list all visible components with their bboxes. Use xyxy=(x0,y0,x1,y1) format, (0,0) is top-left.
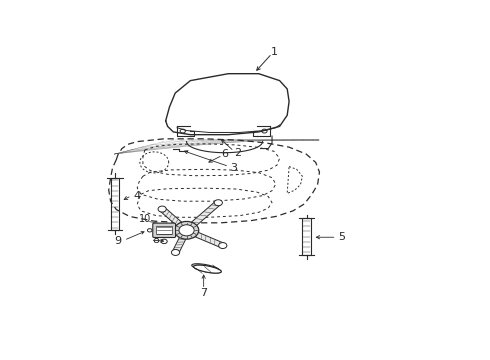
Circle shape xyxy=(174,221,199,239)
Text: 8: 8 xyxy=(152,235,160,245)
Ellipse shape xyxy=(194,265,221,273)
Text: 6: 6 xyxy=(221,149,228,159)
Bar xyxy=(302,218,311,255)
FancyBboxPatch shape xyxy=(153,223,175,238)
Circle shape xyxy=(161,239,167,244)
Polygon shape xyxy=(185,228,224,248)
Polygon shape xyxy=(184,201,221,232)
Polygon shape xyxy=(160,207,189,232)
Circle shape xyxy=(262,129,267,133)
Circle shape xyxy=(172,249,180,256)
Text: 2: 2 xyxy=(234,148,241,158)
Ellipse shape xyxy=(192,264,220,272)
Circle shape xyxy=(219,243,227,248)
Circle shape xyxy=(158,206,166,212)
Polygon shape xyxy=(172,229,190,253)
Circle shape xyxy=(147,229,152,232)
Text: 7: 7 xyxy=(200,288,207,298)
Text: 3: 3 xyxy=(230,163,237,173)
Text: 1: 1 xyxy=(271,46,278,57)
Text: 5: 5 xyxy=(339,232,345,242)
Bar xyxy=(111,177,119,230)
Bar xyxy=(156,226,172,234)
Text: 10: 10 xyxy=(139,214,151,224)
Circle shape xyxy=(214,200,222,206)
Circle shape xyxy=(179,225,194,236)
Circle shape xyxy=(180,129,185,133)
Text: 9: 9 xyxy=(115,237,122,246)
Ellipse shape xyxy=(194,265,221,273)
Text: 4: 4 xyxy=(133,191,141,201)
